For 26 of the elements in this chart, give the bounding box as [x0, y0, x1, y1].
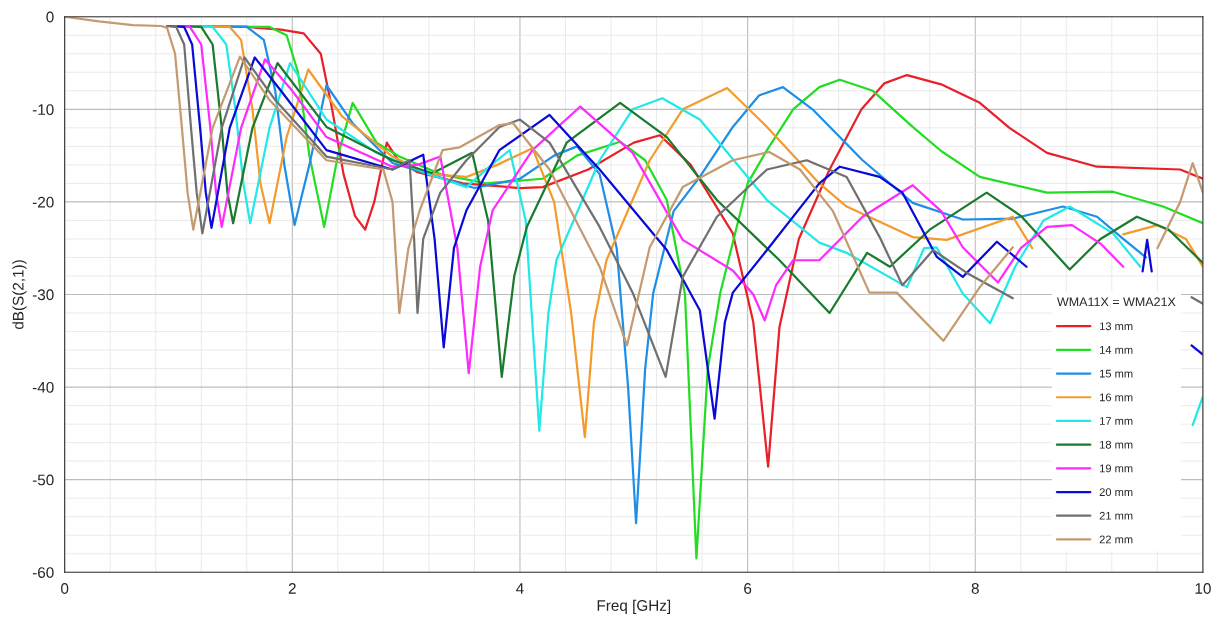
y-tick-label: -20 [32, 196, 54, 208]
legend-label: 18 mm [1100, 440, 1133, 449]
x-tick-label: 8 [971, 583, 979, 594]
legend-label: 13 mm [1100, 322, 1133, 331]
legend-label: 16 mm [1100, 393, 1133, 402]
x-tick-label: 0 [61, 583, 69, 594]
legend-label: 17 mm [1100, 417, 1133, 425]
x-tick-label: 10 [1195, 583, 1211, 594]
legend-label: 20 mm [1099, 488, 1133, 497]
legend-label: 14 mm [1100, 346, 1133, 354]
y-tick-label: 0 [46, 11, 54, 23]
y-tick-label: -60 [32, 567, 54, 578]
y-tick-label: -30 [32, 289, 54, 301]
y-axis-title: dB(S(2,1)) [12, 260, 27, 330]
legend-title: WMA11X = WMA21X [1057, 297, 1176, 307]
y-tick-label: -10 [32, 104, 54, 116]
legend-label: 22 mm [1099, 535, 1133, 544]
legend-label: 21 mm [1099, 511, 1133, 520]
x-tick-label: 2 [288, 583, 296, 594]
y-tick-label: -40 [32, 381, 54, 393]
legend-label: 15 mm [1100, 369, 1133, 378]
x-tick-label: 4 [516, 583, 524, 594]
legend-label: 19 mm [1100, 464, 1133, 473]
x-axis-title: Freq [GHz] [597, 599, 671, 614]
x-tick-label: 6 [744, 583, 752, 594]
y-tick-label: -50 [32, 474, 54, 486]
